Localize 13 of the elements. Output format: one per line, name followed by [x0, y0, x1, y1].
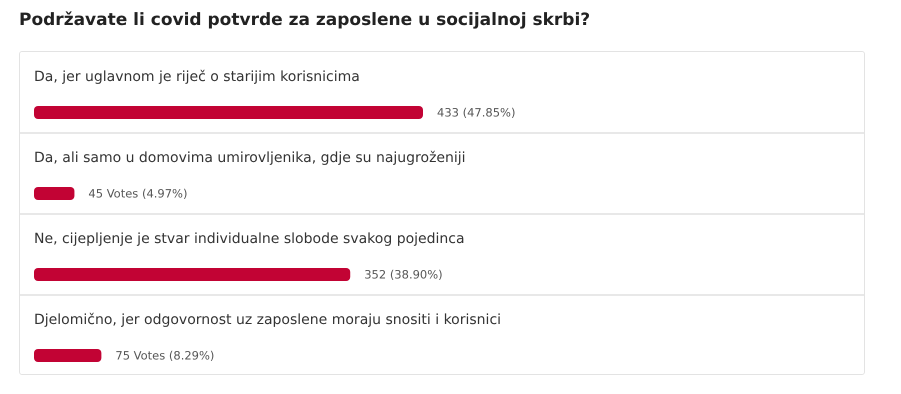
y-tick-label: Djelomično, jer odgovornost uz zaposlene moraju snositi i korisnici: [34, 312, 502, 328]
bar: [34, 349, 102, 362]
data-label: 75 Votes (8.29%): [115, 348, 214, 362]
y-tick-label: Da, jer uglavnom je riječ o starijim korisnicima: [34, 69, 360, 85]
bar: [34, 106, 423, 119]
y-tick-label: Ne, cijepljenje je stvar individualne slobode svakog pojedinca: [34, 231, 465, 247]
data-label: 45 Votes (4.97%): [88, 186, 188, 200]
bar: [34, 187, 74, 200]
chart-title: Podržavate li covid potvrde za zaposlene u socijalnoj skrbi?: [19, 10, 592, 32]
data-label: 433 (47.85%): [437, 106, 516, 120]
data-label: 352 (38.90%): [364, 268, 443, 282]
y-tick-label: Da, ali samo u domovima umirovljenika, gdje su najugroženiji: [34, 150, 466, 166]
bar: [34, 268, 350, 281]
